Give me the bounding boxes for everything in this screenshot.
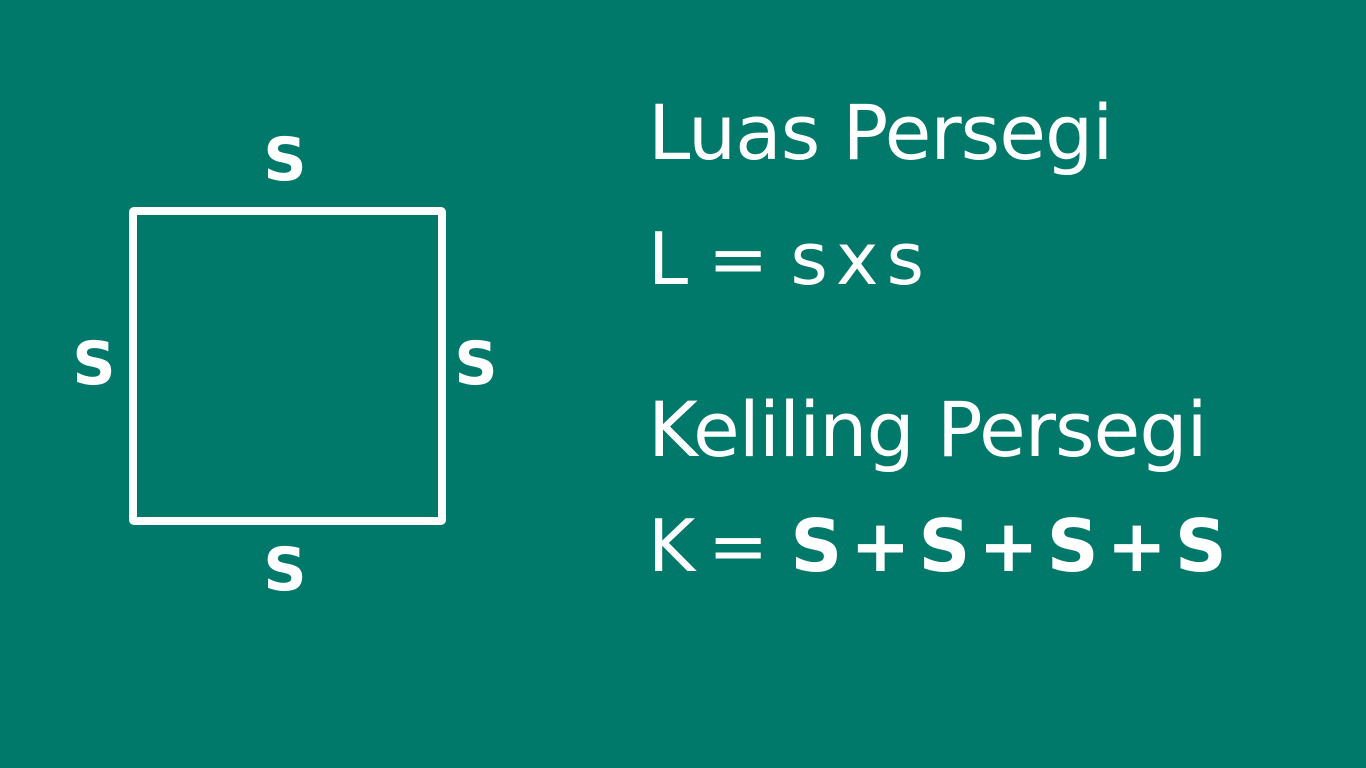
keliling-term: S — [918, 504, 971, 588]
luas-operator: x — [835, 217, 879, 301]
square-shape — [129, 207, 446, 525]
keliling-term: S — [1046, 504, 1099, 588]
keliling-operator: + — [850, 504, 911, 588]
side-label-right: S — [454, 329, 498, 399]
keliling-heading: Keliling Persegi — [648, 385, 1208, 474]
keliling-variable: K — [648, 504, 696, 588]
keliling-equals-sign: = — [708, 504, 769, 588]
luas-formula: L = s x s — [648, 219, 924, 299]
keliling-term: S — [1174, 504, 1227, 588]
keliling-operator: + — [978, 504, 1039, 588]
luas-term: s — [790, 217, 828, 301]
luas-heading: Luas Persegi — [648, 88, 1113, 177]
keliling-formula: K = S + S + S + S — [648, 506, 1227, 586]
side-label-top: S — [263, 125, 307, 195]
luas-equals-sign: = — [708, 217, 769, 301]
side-label-left: S — [72, 329, 116, 399]
side-label-bottom: S — [263, 535, 307, 605]
keliling-term: S — [790, 504, 843, 588]
luas-variable: L — [648, 217, 689, 301]
luas-term: s — [886, 217, 924, 301]
keliling-operator: + — [1106, 504, 1167, 588]
